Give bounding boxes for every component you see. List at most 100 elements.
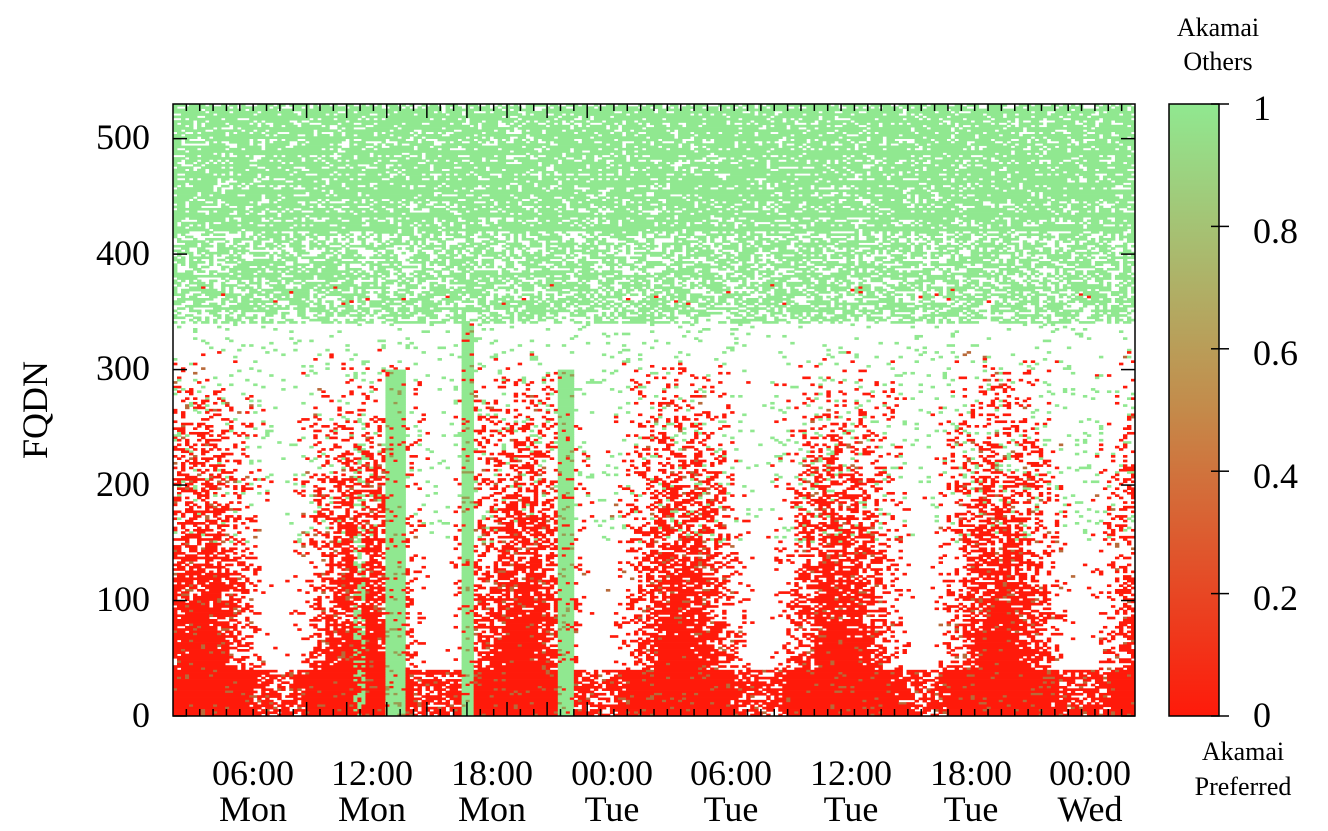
heatmap-cell (321, 157, 334, 160)
heatmap-cell (461, 293, 467, 297)
heatmap-cell (393, 371, 406, 375)
heatmap-cell (301, 364, 306, 368)
heatmap-cell (838, 115, 915, 119)
heatmap-cell (734, 270, 755, 273)
heatmap-cell (718, 381, 723, 384)
heatmap-cell (405, 291, 414, 294)
heatmap-cell (557, 383, 575, 387)
heatmap-cell (774, 304, 787, 308)
heatmap-cell (1046, 265, 1064, 269)
heatmap-cell (349, 205, 358, 209)
heatmap-cell (786, 302, 791, 306)
heatmap-cell (621, 164, 671, 167)
heatmap-cell (221, 180, 226, 183)
heatmap-cell (225, 191, 306, 195)
heatmap-cell (1046, 219, 1052, 223)
heatmap-cell (385, 378, 406, 382)
heatmap-cell (185, 106, 230, 109)
heatmap-cell (521, 189, 547, 193)
heatmap-cell (229, 286, 234, 290)
heatmap-cell (329, 284, 358, 287)
heatmap-cell (658, 224, 671, 227)
heatmap-cell (269, 175, 390, 179)
heatmap-cell (946, 321, 956, 324)
heatmap-cell (585, 226, 735, 230)
heatmap-cell (245, 228, 398, 232)
heatmap-cell (381, 159, 390, 163)
heatmap-cell (293, 173, 306, 176)
heatmap-cell (714, 140, 735, 144)
heatmap-cell (185, 161, 194, 165)
heatmap-cell (625, 249, 631, 253)
heatmap-cell (806, 360, 811, 364)
heatmap-cell (189, 117, 222, 121)
heatmap-cell (1098, 113, 1120, 116)
heatmap-cell (894, 374, 903, 377)
heatmap-cell (782, 383, 787, 387)
heatmap-cell (617, 249, 623, 253)
heatmap-cell (910, 311, 915, 315)
heatmap-cell (449, 263, 463, 267)
heatmap-cell (1078, 321, 1096, 324)
heatmap-cell (197, 219, 226, 223)
heatmap-cell (974, 284, 980, 287)
heatmap-cell (333, 205, 342, 209)
heatmap-cell (726, 291, 731, 294)
heatmap-cell (225, 279, 230, 283)
heatmap-cell (373, 277, 378, 280)
heatmap-cell (810, 318, 819, 322)
heatmap-cell (974, 187, 996, 190)
heatmap-cell (686, 244, 691, 248)
heatmap-cell (461, 381, 471, 384)
heatmap-cell (389, 300, 394, 303)
heatmap-cell (605, 263, 619, 267)
heatmap-cell (333, 189, 454, 193)
heatmap-cell (706, 318, 711, 322)
heatmap-cell (217, 113, 254, 116)
heatmap-cell (237, 279, 242, 283)
heatmap-cell (313, 265, 322, 269)
heatmap-cell (581, 159, 595, 163)
heatmap-cell (658, 207, 663, 211)
heatmap-cell (181, 122, 194, 126)
heatmap-cell (633, 166, 647, 170)
heatmap-cell (601, 332, 607, 336)
heatmap-cell (329, 182, 342, 186)
heatmap-cell (678, 129, 807, 133)
heatmap-cell (1042, 277, 1048, 280)
heatmap-cell (1094, 279, 1104, 283)
heatmap-cell (1070, 113, 1080, 116)
heatmap-cell (654, 194, 671, 197)
heatmap-cell (289, 207, 294, 211)
heatmap-cell (1058, 274, 1064, 278)
heatmap-cell (1094, 104, 1100, 107)
heatmap-cell (750, 267, 759, 271)
heatmap-cell (577, 279, 583, 283)
heatmap-cell (537, 256, 563, 260)
heatmap-cell (593, 302, 599, 306)
heatmap-cell (281, 113, 298, 116)
heatmap-cell (858, 143, 879, 146)
heatmap-cell (609, 124, 619, 128)
heatmap-cell (1034, 346, 1040, 350)
heatmap-cell (453, 231, 458, 234)
heatmap-cell (906, 113, 911, 116)
heatmap-cell (1098, 374, 1104, 377)
heatmap-cell (569, 205, 591, 209)
heatmap-cell (958, 231, 964, 234)
heatmap-cell (173, 272, 194, 276)
heatmap-cell (1054, 110, 1096, 114)
heatmap-cell (942, 157, 984, 160)
heatmap-cell (966, 166, 984, 170)
heatmap-cell (1122, 254, 1128, 257)
heatmap-cell (369, 164, 386, 167)
heatmap-cell (674, 321, 679, 324)
heatmap-cell (341, 207, 370, 211)
heatmap-cell (253, 242, 262, 246)
heatmap-cell (521, 321, 527, 324)
heatmap-cell (265, 265, 278, 269)
heatmap-cell (225, 173, 230, 176)
heatmap-cell (305, 159, 314, 163)
heatmap-cell (982, 369, 988, 373)
heatmap-cell (465, 224, 483, 227)
